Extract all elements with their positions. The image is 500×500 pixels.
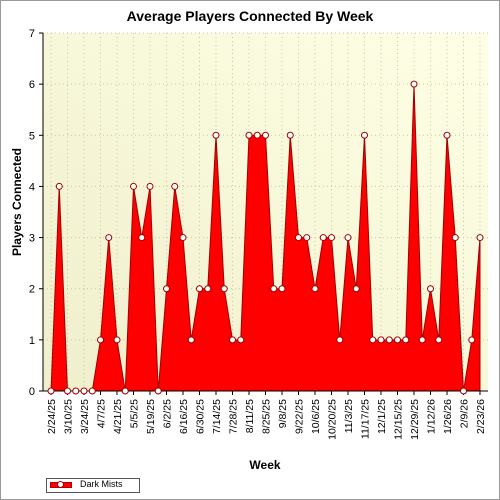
y-tick-label: 1: [29, 335, 35, 347]
legend: Dark Mists: [46, 478, 140, 493]
x-tick-label: 4/21/25: [112, 399, 124, 434]
data-point: [105, 234, 113, 242]
data-point: [460, 387, 467, 395]
data-point: [245, 131, 253, 139]
data-point: [55, 182, 63, 190]
data-point: [377, 336, 385, 344]
data-point: [204, 285, 212, 293]
x-tick-label: 5/19/25: [145, 399, 157, 434]
data-point: [402, 336, 410, 344]
y-tick-label: 4: [29, 181, 35, 193]
data-point: [385, 336, 393, 344]
data-point: [278, 285, 286, 293]
x-tick-label: 4/7/25: [96, 399, 108, 428]
data-point: [187, 336, 195, 344]
data-point: [130, 182, 137, 190]
data-point: [138, 234, 146, 242]
x-tick-label: 12/15/25: [393, 399, 405, 440]
data-point: [410, 80, 418, 88]
data-point: [146, 182, 154, 190]
data-point: [64, 387, 71, 395]
x-tick-label: 7/14/25: [211, 399, 223, 434]
x-tick-label: 10/6/25: [310, 399, 322, 434]
data-point: [179, 234, 187, 242]
data-point: [47, 387, 55, 395]
data-point: [344, 234, 352, 242]
x-tick-label: 6/2/25: [162, 399, 174, 428]
data-point: [418, 336, 426, 344]
data-point: [295, 234, 302, 242]
x-tick-label: 5/5/25: [129, 399, 141, 428]
x-tick-label: 8/25/25: [261, 399, 273, 434]
chart-title: Average Players Connected By Week: [126, 8, 374, 24]
data-point: [476, 234, 484, 242]
data-point: [253, 131, 261, 139]
data-point: [369, 336, 377, 344]
data-point: [229, 336, 236, 344]
y-tick-label: 6: [29, 79, 35, 91]
y-tick-label: 5: [29, 130, 35, 142]
data-point: [171, 182, 179, 190]
x-tick-label: 1/26/26: [442, 399, 454, 434]
data-point: [237, 336, 245, 344]
x-tick-label: 11/3/25: [343, 399, 355, 433]
y-tick-label: 7: [29, 28, 35, 40]
x-tick-label: 12/29/25: [409, 399, 421, 440]
y-tick-label: 2: [29, 284, 35, 296]
data-point: [163, 285, 170, 293]
data-point: [427, 285, 434, 293]
x-tick-label: 6/16/25: [178, 399, 190, 434]
data-point: [311, 285, 319, 293]
data-point: [196, 285, 203, 293]
data-point: [468, 336, 476, 344]
data-point: [270, 285, 278, 293]
data-point: [443, 131, 451, 139]
x-tick-label: 9/22/25: [294, 399, 306, 434]
data-point: [154, 387, 162, 395]
y-tick-label: 3: [29, 233, 35, 245]
x-tick-label: 2/9/26: [459, 399, 471, 428]
legend-swatch: [50, 481, 72, 489]
x-tick-label: 2/23/26: [475, 399, 487, 434]
x-tick-label: 11/17/25: [360, 399, 372, 439]
data-point: [394, 336, 401, 344]
data-point: [113, 336, 121, 344]
legend-label: Dark Mists: [80, 479, 123, 489]
data-point: [319, 234, 327, 242]
data-point: [80, 387, 88, 395]
y-tick-label: 0: [29, 386, 35, 398]
x-tick-label: 8/11/25: [244, 399, 256, 433]
x-axis-label: Week: [249, 458, 281, 472]
data-point: [435, 336, 443, 344]
data-point: [220, 285, 228, 293]
x-tick-label: 10/20/25: [327, 399, 339, 440]
x-tick-label: 1/12/26: [426, 399, 438, 434]
data-point: [361, 131, 368, 139]
data-point: [336, 336, 344, 344]
data-point: [303, 234, 311, 242]
x-tick-label: 12/1/25: [376, 399, 388, 434]
data-point: [286, 131, 294, 139]
data-point: [88, 387, 96, 395]
data-point: [121, 387, 129, 395]
x-tick-label: 7/28/25: [228, 399, 240, 434]
x-tick-label: 3/10/25: [63, 399, 75, 434]
data-point: [262, 131, 269, 139]
data-point: [451, 234, 459, 242]
data-point: [212, 131, 220, 139]
data-point: [72, 387, 80, 395]
data-point: [97, 336, 104, 344]
data-point: [328, 234, 335, 242]
x-tick-label: 6/30/25: [195, 399, 207, 434]
data-point: [352, 285, 360, 293]
x-tick-label: 2/24/25: [46, 399, 58, 434]
x-tick-label: 9/8/25: [277, 399, 289, 428]
x-tick-label: 3/24/25: [79, 399, 91, 434]
